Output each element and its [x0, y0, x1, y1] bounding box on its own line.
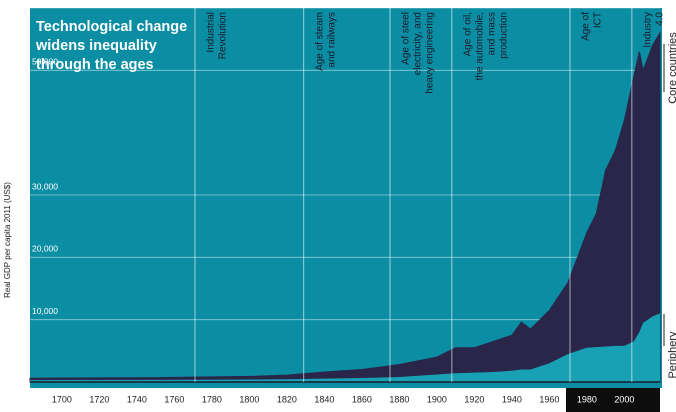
- era-label: Industrial: [206, 12, 217, 53]
- era-label: Age of steam: [314, 12, 325, 71]
- x-tick-label: 1920: [464, 394, 484, 404]
- legend-label: Core countries: [667, 32, 676, 104]
- legend-label: Periphery: [667, 331, 676, 379]
- era-label: the automobile,: [475, 12, 486, 80]
- x-tick-label: 1900: [427, 394, 447, 404]
- era-label: electricity, and: [413, 12, 424, 75]
- x-tick-label: 1840: [314, 394, 334, 404]
- era-label: production: [499, 12, 510, 59]
- era-label: Age of steel: [401, 12, 412, 65]
- x-tick-label: 2000: [614, 394, 634, 404]
- era-label: Industry: [643, 12, 654, 48]
- y-tick-label: 30,000: [32, 181, 58, 191]
- x-tick-label: 1820: [277, 394, 297, 404]
- x-tick-label: 1800: [239, 394, 259, 404]
- y-axis-title: Real GDP per capita 2011 (US$): [3, 182, 12, 298]
- chart-title: Technological change: [36, 19, 187, 35]
- x-tick-label: 1880: [389, 394, 409, 404]
- y-tick-label: 50,000: [32, 57, 58, 67]
- y-tick-label: 20,000: [32, 244, 58, 254]
- era-label: 4.0: [655, 12, 666, 26]
- x-tick-label: 1780: [202, 394, 222, 404]
- chart-title: through the ages: [36, 57, 154, 73]
- x-tick-label: 1760: [164, 394, 184, 404]
- y-tick-label: 10,000: [32, 306, 58, 316]
- chart-title: widens inequality: [35, 38, 157, 54]
- x-tick-label: 1740: [127, 394, 147, 404]
- x-tick-label: 1700: [52, 394, 72, 404]
- era-label: ICT: [593, 12, 604, 28]
- x-highlight: [566, 388, 660, 412]
- area: [30, 313, 660, 382]
- era-label: Age of oil,: [463, 12, 474, 56]
- era-label: and railways: [326, 12, 337, 68]
- era-label: and mass: [487, 12, 498, 55]
- era-label: Revolution: [218, 12, 229, 59]
- era-label: heavy engineering: [425, 12, 436, 94]
- x-tick-label: 1960: [539, 394, 559, 404]
- y-tick-label: 60,000: [32, 0, 58, 4]
- x-tick-label: 1860: [352, 394, 372, 404]
- era-label: Age of: [581, 12, 592, 41]
- x-tick-label: 1980: [577, 394, 597, 404]
- x-tick-label: 1940: [502, 394, 522, 404]
- x-tick-label: 1720: [89, 394, 109, 404]
